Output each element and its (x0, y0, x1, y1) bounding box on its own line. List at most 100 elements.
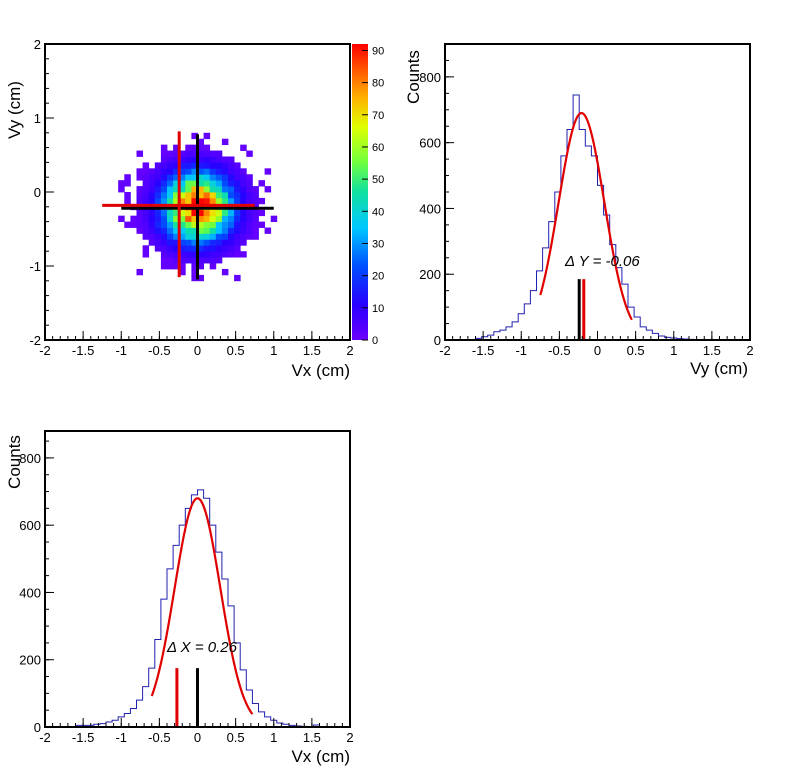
heatmap-cell (179, 180, 186, 187)
heatmap-cell (246, 180, 253, 187)
heatmap-cell (221, 239, 229, 246)
heatmap-cell (191, 192, 198, 199)
heatmap-cell (142, 251, 150, 258)
colorbar-ticks: 0 10 20 30 40 50 60 70 80 90 (362, 45, 384, 347)
heatmap-cell (234, 239, 241, 246)
heatmap-cell (215, 221, 223, 228)
heatmap-cell (136, 227, 143, 234)
heatmap-cell (179, 239, 186, 246)
heatmap-cell (148, 186, 156, 193)
heatmap-cell (148, 239, 156, 246)
heatmap-cell (228, 186, 235, 193)
heatmap-cell (142, 168, 150, 175)
heatmap-cell (203, 186, 211, 193)
heatmap-cell (136, 168, 143, 175)
heatmap-cell (185, 233, 192, 240)
heatmap-cell (209, 186, 217, 193)
heatmap-cell (197, 263, 204, 270)
heatmap-cell (185, 221, 192, 228)
heatmap-cell (179, 268, 186, 276)
heatmap-cell (221, 197, 229, 205)
heatmap-cell (191, 197, 198, 205)
heatmap-cell (221, 138, 229, 146)
heatmap-cell (179, 186, 186, 193)
heatmap-cell (209, 227, 217, 234)
heatmap-cell (179, 221, 186, 228)
heatmap-cell (173, 162, 180, 169)
heatmap-cell (228, 239, 235, 246)
heatmap-cell (221, 174, 229, 181)
heatmap-cell (264, 227, 272, 234)
heatmap-cell (234, 227, 241, 234)
heatmap-cell (185, 215, 192, 222)
heatmap-cell (246, 227, 253, 234)
heatmap-cell (234, 168, 241, 175)
heatmap-cell (167, 197, 174, 205)
heatmap-cell (215, 197, 223, 205)
y-tick-label: 400 (19, 585, 41, 600)
y-tick-label: 400 (419, 201, 441, 216)
heatmap-cell (173, 192, 180, 199)
heatmap-cell (228, 197, 235, 205)
heatmap-cell (136, 209, 143, 217)
heatmap-cell (215, 209, 223, 217)
heatmap-cell (197, 156, 204, 163)
y-tick-label: 2 (34, 37, 41, 52)
heatmap-cell (234, 251, 241, 258)
heatmap-cell (154, 245, 162, 252)
heatmap-cell (209, 168, 217, 175)
x-tick-label: -1 (515, 343, 527, 358)
heatmap-cell (191, 162, 198, 169)
x-tick-label: -1 (115, 730, 127, 745)
heatmap-cell (215, 168, 223, 175)
heatmap-cell (203, 150, 211, 157)
heatmap-cell (160, 227, 168, 234)
heatmap-cell (197, 162, 204, 169)
heatmap-cell (173, 144, 180, 151)
heatmap-cell (167, 245, 174, 252)
histogram-outline (475, 94, 696, 340)
heatmap-cell (167, 209, 174, 217)
heatmap-cell (160, 192, 168, 199)
heatmap-cell (234, 180, 241, 187)
heatmap-cell (240, 239, 247, 246)
heatmap-cell (240, 215, 247, 222)
heatmap-cell (258, 197, 265, 205)
heatmap-cell (203, 215, 211, 222)
heatmap-cell (160, 209, 168, 217)
heatmap-cell (228, 209, 235, 217)
heatmap-cell (228, 251, 235, 258)
heatmap-cell (234, 209, 241, 217)
heatmap-cell (160, 257, 168, 264)
heatmap-cell (197, 257, 204, 264)
heatmap-cell (203, 180, 211, 187)
heatmap-cell (203, 227, 211, 234)
x-tick-label: -0.5 (148, 343, 170, 358)
heatmap-cell (148, 168, 156, 175)
heatmap-cell (209, 239, 217, 246)
x-tick-label: -2 (39, 730, 51, 745)
heatmap-cell (264, 168, 272, 175)
heatmap-cell (142, 221, 150, 228)
heatmap-cell (209, 174, 217, 181)
heatmap-cell (154, 209, 162, 217)
heatmap-cell (142, 174, 150, 181)
heatmap-cell (221, 168, 229, 175)
heatmap-cell (160, 245, 168, 252)
heatmap-cell (203, 239, 211, 246)
heatmap-cell (142, 227, 150, 234)
heatmap-cell (203, 192, 211, 199)
heatmap-cell (191, 263, 198, 270)
heatmap-cell (221, 180, 229, 187)
heatmap-cell (209, 197, 217, 205)
heatmap-cell (234, 174, 241, 181)
heatmap-cell (209, 156, 217, 163)
heatmap-cell (124, 197, 131, 205)
x-tick-label: 1 (670, 343, 677, 358)
heatmap-cell (179, 215, 186, 222)
heatmap-cell (154, 197, 162, 205)
heatmap-cell (154, 233, 162, 240)
vx-ticks: -2 -1.5 -1 -0.5 0 0.5 1 1.5 2 0 200 400 600 800 (19, 440, 354, 745)
heatmap-cell (173, 257, 180, 264)
heatmap-cell (173, 221, 180, 228)
